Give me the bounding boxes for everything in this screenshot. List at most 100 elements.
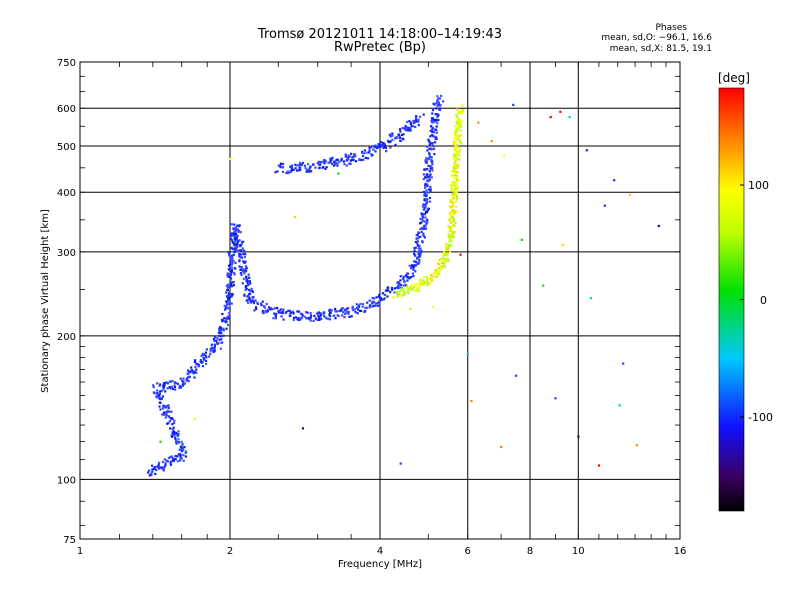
data-point [428, 153, 431, 156]
data-point [622, 362, 625, 365]
data-point [418, 284, 422, 287]
data-point [318, 160, 321, 163]
data-point [520, 238, 523, 241]
data-point [459, 142, 463, 145]
data-point [312, 319, 315, 322]
data-point [158, 405, 161, 408]
data-point [179, 446, 182, 449]
data-point [319, 313, 323, 317]
data-point [156, 389, 159, 392]
data-point [448, 211, 452, 215]
data-point [368, 306, 371, 309]
data-point [424, 159, 427, 162]
data-point [431, 118, 434, 121]
data-point [351, 307, 354, 310]
data-point [458, 138, 461, 141]
data-point [228, 292, 231, 295]
data-point [230, 285, 234, 288]
x-tick-label: 16 [674, 546, 687, 557]
data-point [382, 145, 385, 148]
data-point [152, 384, 155, 387]
data-point [247, 293, 251, 296]
data-point [357, 305, 361, 308]
data-point [453, 153, 456, 156]
data-point [169, 387, 172, 390]
data-point [240, 242, 243, 246]
data-point [393, 287, 396, 290]
data-point [456, 175, 459, 178]
data-point [218, 334, 221, 338]
data-point [195, 371, 198, 375]
data-point [413, 260, 416, 263]
data-point [454, 153, 457, 156]
data-point [259, 302, 263, 305]
data-point [319, 315, 322, 318]
data-point [426, 145, 429, 148]
data-point [415, 283, 418, 286]
data-point [240, 249, 243, 252]
data-point [458, 135, 461, 138]
data-point [179, 453, 182, 456]
data-point [382, 142, 385, 145]
data-point [391, 138, 394, 141]
data-point [172, 426, 175, 429]
data-point [397, 294, 400, 297]
data-point [333, 160, 336, 163]
data-point [322, 166, 325, 169]
data-point [432, 102, 435, 105]
data-point [286, 171, 289, 175]
data-point [453, 181, 456, 185]
data-point [179, 377, 182, 380]
data-point [345, 159, 348, 162]
data-point [182, 380, 185, 383]
data-point [220, 318, 224, 321]
y-tick-label: 75 [63, 535, 76, 546]
data-point [451, 211, 454, 214]
data-point [413, 249, 416, 252]
data-point [182, 454, 185, 457]
data-point [429, 141, 432, 145]
data-point [422, 113, 425, 116]
data-point [245, 279, 248, 282]
data-point [382, 298, 385, 301]
data-point [228, 302, 231, 306]
data-point [300, 316, 303, 319]
data-point [245, 287, 248, 290]
data-point [453, 165, 456, 168]
data-point [403, 127, 406, 131]
data-point [390, 288, 394, 291]
data-point [238, 244, 241, 247]
data-point [229, 272, 232, 275]
data-point [449, 221, 452, 225]
data-point [174, 455, 177, 458]
data-point [452, 195, 456, 198]
data-point [316, 318, 319, 322]
data-point [182, 459, 185, 462]
data-point [279, 308, 282, 311]
data-point [443, 262, 446, 265]
data-point [353, 155, 356, 158]
data-point [392, 296, 395, 299]
data-point [457, 117, 460, 120]
data-point [451, 230, 454, 234]
data-point [238, 239, 241, 242]
data-point [234, 235, 237, 239]
data-point [416, 240, 419, 243]
y-tick-label: 750 [57, 58, 76, 69]
data-point [447, 259, 450, 262]
data-point [436, 115, 439, 118]
data-point [210, 343, 213, 346]
data-point [170, 455, 173, 458]
data-point [185, 379, 189, 382]
data-point [345, 307, 349, 310]
data-point [354, 160, 358, 163]
data-point [152, 386, 155, 389]
data-point [358, 309, 362, 313]
data-point [238, 265, 241, 268]
data-point [377, 143, 380, 146]
data-point [162, 469, 165, 472]
data-point [287, 171, 291, 174]
data-point [374, 144, 377, 147]
data-point [349, 152, 353, 155]
data-point [400, 293, 403, 297]
